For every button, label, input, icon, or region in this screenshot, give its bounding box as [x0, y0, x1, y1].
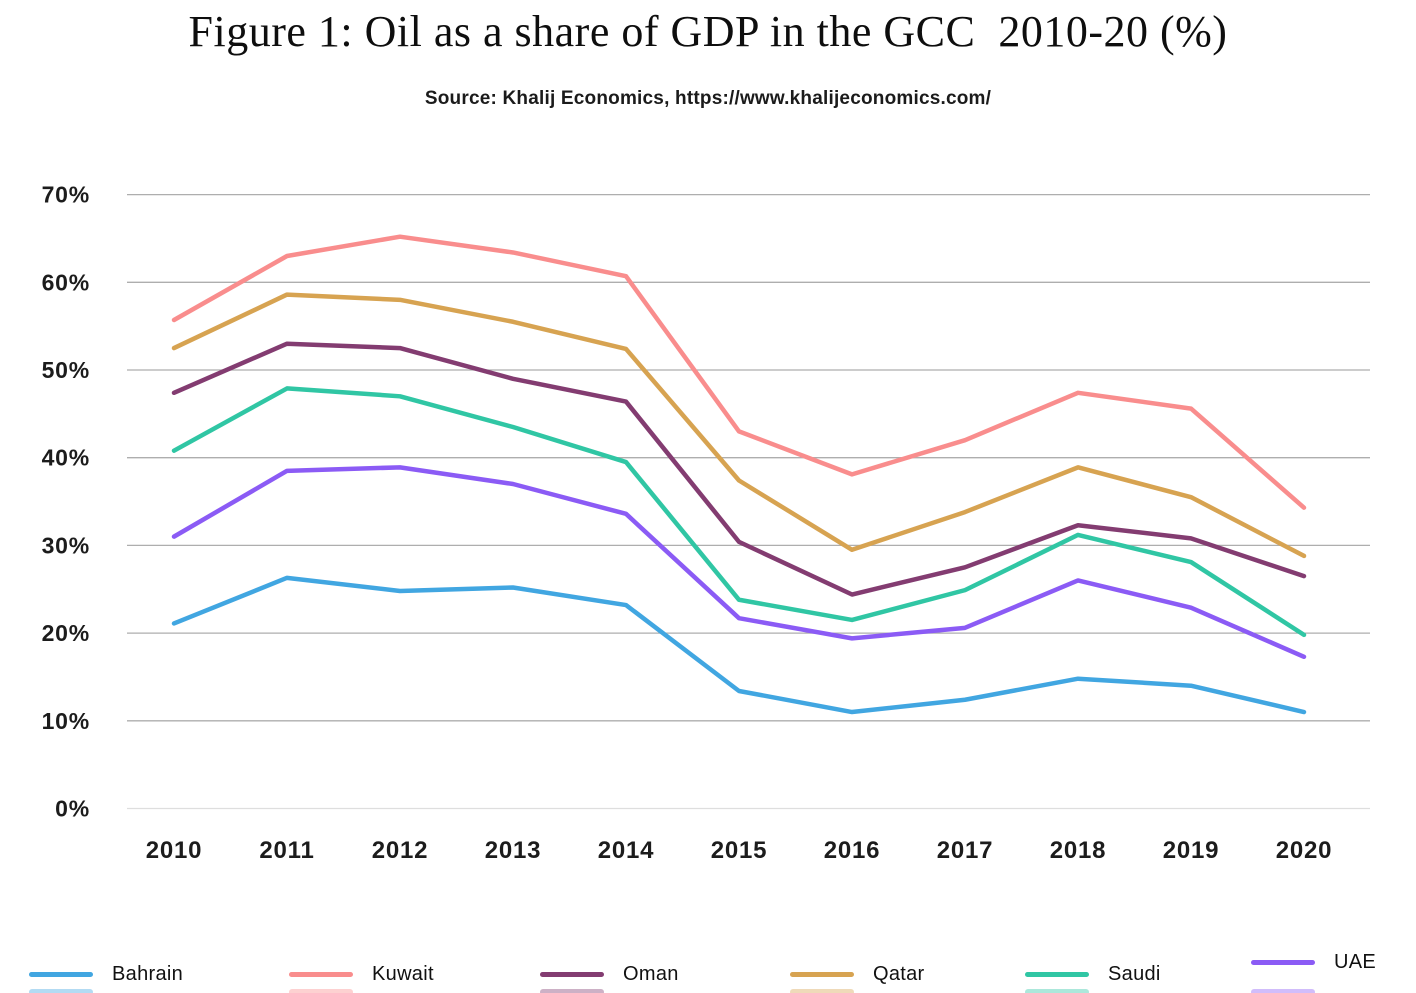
series-line-bahrain — [171, 575, 1307, 715]
series-line-qatar — [171, 292, 1307, 559]
legend-item-kuwait: Kuwait — [289, 962, 434, 986]
y-tick-label-30: 30% — [42, 532, 90, 558]
y-tick-label-70: 70% — [42, 182, 90, 208]
legend-cutoff-swatch-kuwait — [289, 989, 353, 993]
x-tick-label-2011: 2011 — [259, 837, 314, 864]
legend-swatch-saudi — [1025, 971, 1089, 977]
legend-cutoff-swatch-oman — [540, 989, 604, 993]
legend-cutoff-swatch-uae — [1251, 989, 1315, 993]
x-tick-label-2016: 2016 — [824, 837, 881, 864]
y-tick-label-50: 50% — [42, 357, 90, 383]
y-tick-label-60: 60% — [42, 269, 90, 295]
series-line-saudi — [171, 386, 1307, 638]
y-tick-label-0: 0% — [55, 796, 90, 822]
legend-label-uae: UAE — [1334, 950, 1377, 973]
y-tick-label-10: 10% — [42, 708, 90, 734]
y-tick-label-40: 40% — [42, 445, 90, 471]
legend-item-oman: Oman — [540, 962, 679, 986]
series-line-kuwait — [171, 234, 1307, 510]
x-tick-label-2010: 2010 — [146, 837, 203, 864]
x-tick-label-2012: 2012 — [372, 837, 429, 864]
legend-label-qatar: Qatar — [873, 962, 925, 985]
series-line-oman — [171, 341, 1307, 597]
legend-label-kuwait: Kuwait — [372, 962, 434, 985]
chart-source: Source: Khalij Economics, https://www.kh… — [424, 88, 992, 109]
chart-title: Figure 1: Oil as a share of GDP in the G… — [188, 7, 1228, 56]
legend-swatch-oman — [540, 971, 604, 977]
legend-cutoff-swatch-qatar — [790, 989, 854, 993]
x-tick-label-2020: 2020 — [1276, 837, 1333, 864]
legend-label-oman: Oman — [623, 962, 679, 985]
legend-label-saudi: Saudi — [1108, 962, 1161, 985]
legend-item-uae: UAE — [1251, 950, 1376, 974]
legend-swatch-bahrain — [29, 971, 93, 977]
x-tick-label-2018: 2018 — [1050, 837, 1107, 864]
legend-label-bahrain: Bahrain — [112, 962, 184, 985]
x-tick-label-2015: 2015 — [711, 837, 768, 864]
x-tick-label-2013: 2013 — [485, 837, 542, 864]
legend-cutoff-swatch-bahrain — [29, 989, 93, 993]
legend-swatch-qatar — [790, 971, 854, 977]
legend-item-bahrain: Bahrain — [29, 962, 183, 986]
x-tick-label-2017: 2017 — [937, 837, 994, 864]
y-tick-label-20: 20% — [42, 620, 90, 646]
legend-cutoff-swatch-saudi — [1025, 989, 1089, 993]
legend-swatch-kuwait — [289, 971, 353, 977]
series-line-uae — [171, 465, 1307, 660]
legend-swatch-uae — [1251, 959, 1315, 965]
legend-item-saudi: Saudi — [1025, 962, 1161, 986]
x-tick-label-2014: 2014 — [598, 837, 655, 864]
legend-item-qatar: Qatar — [790, 962, 925, 986]
x-tick-label-2019: 2019 — [1163, 837, 1220, 864]
